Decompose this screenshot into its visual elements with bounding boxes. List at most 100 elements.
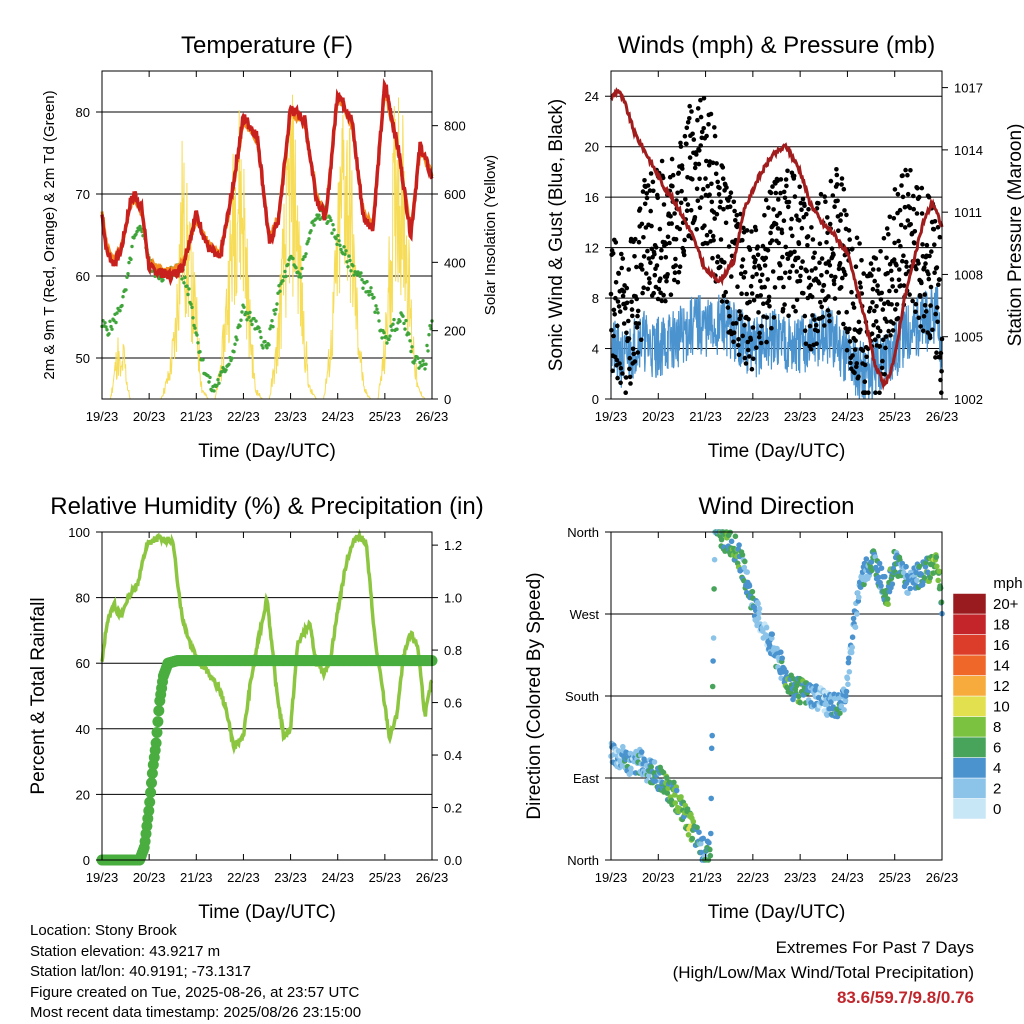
gust-point [911,193,916,199]
gust-point [731,330,737,336]
direction-point [690,818,697,825]
dewpoint-point [107,332,111,336]
gust-point [856,374,861,380]
extremes-values: 83.6/59.7/9.8/0.76 [836,988,974,1007]
gust-point [738,271,744,277]
dewpoint-point [192,323,196,328]
dewpoint-point [238,324,242,328]
gust-point [720,165,726,170]
gust-point [717,264,723,270]
temp-y2tick-label: 600 [444,187,466,202]
gust-point [623,375,629,380]
direction-point [783,669,789,675]
gust-point [627,366,632,372]
gust-point [913,301,919,307]
gust-point [704,133,709,139]
dewpoint-point [182,281,186,285]
gust-point [715,179,720,185]
gust-point [724,185,729,190]
gust-point [629,307,635,312]
dewpoint-point [108,319,112,323]
gust-point [740,257,746,262]
dewpoint-point [301,257,305,262]
gust-point [626,336,632,341]
gust-point [926,276,932,282]
gust-point [664,278,669,284]
gust-point [729,274,734,279]
gust-point [834,182,840,187]
temp-ylabel: 2m & 9m T (Red, Orange) & 2m Td (Green) [41,90,58,379]
wind-y2tick-label: 1014 [954,143,983,158]
gust-point [687,103,692,109]
gust-point [809,225,814,230]
gust-point [633,236,638,242]
gust-point [636,239,642,245]
dewpoint-point [218,373,222,377]
wind-ytick-label: 0 [592,392,599,407]
colorbar-swatch [952,613,987,635]
wind-xtick-label: 24/23 [831,409,864,424]
gust-point [865,346,871,352]
gust-point [758,278,763,284]
gust-point [767,304,772,309]
gust-point [696,161,702,167]
dewpoint-point [235,338,239,342]
direction-point [845,659,852,666]
gust-point [655,195,660,201]
gust-point [640,189,646,194]
direction-point [694,824,700,831]
dewpoint-point [330,231,334,235]
gust-point [614,357,620,363]
gust-point [658,255,664,261]
direction-point [746,583,753,589]
gust-point [798,273,803,279]
dewpoint-point [349,269,353,273]
gust-point [771,315,777,320]
gust-point [652,251,657,257]
dewpoint-point [401,314,405,318]
gust-point [771,207,776,212]
gust-point [620,293,626,299]
dewpoint-point [283,269,287,274]
gust-point [712,216,717,221]
gust-point [910,298,915,304]
gust-point [670,183,675,189]
dewpoint-point [418,360,422,365]
direction-point [708,830,714,837]
gust-point [644,191,649,196]
gust-point [697,205,703,210]
rh-xtick-label: 23/23 [274,870,307,885]
colorbar-swatch [952,634,987,656]
direction-point [744,569,750,575]
dewpoint-point [427,333,431,337]
gust-point [850,246,855,252]
gust-point [844,347,850,353]
gust-point [744,228,750,233]
gust-point [794,213,799,218]
dewpoint-point [344,249,348,253]
rh-xtick-label: 24/23 [321,870,354,885]
direction-point [711,556,718,563]
wind-xtick-label: 25/23 [878,409,911,424]
dir-xtick-label: 26/23 [926,870,959,885]
gust-point [926,271,931,277]
gust-point [857,280,863,286]
rh-xtick-label: 25/23 [369,870,402,885]
direction-point [664,790,671,796]
gust-point [878,249,883,254]
direction-point [708,745,715,752]
gust-point [627,355,633,361]
gust-point [797,278,803,284]
gust-point [853,264,859,270]
dewpoint-point [201,358,205,362]
gust-point [850,301,856,307]
gust-point [740,237,745,243]
gust-point [881,236,887,241]
gust-point [937,277,942,282]
gust-point [833,274,838,280]
wind-ytick-label: 4 [592,342,599,357]
dewpoint-point [232,350,236,354]
gust-point [754,345,759,351]
colorbar-swatch [952,757,987,779]
gust-point [750,274,755,280]
